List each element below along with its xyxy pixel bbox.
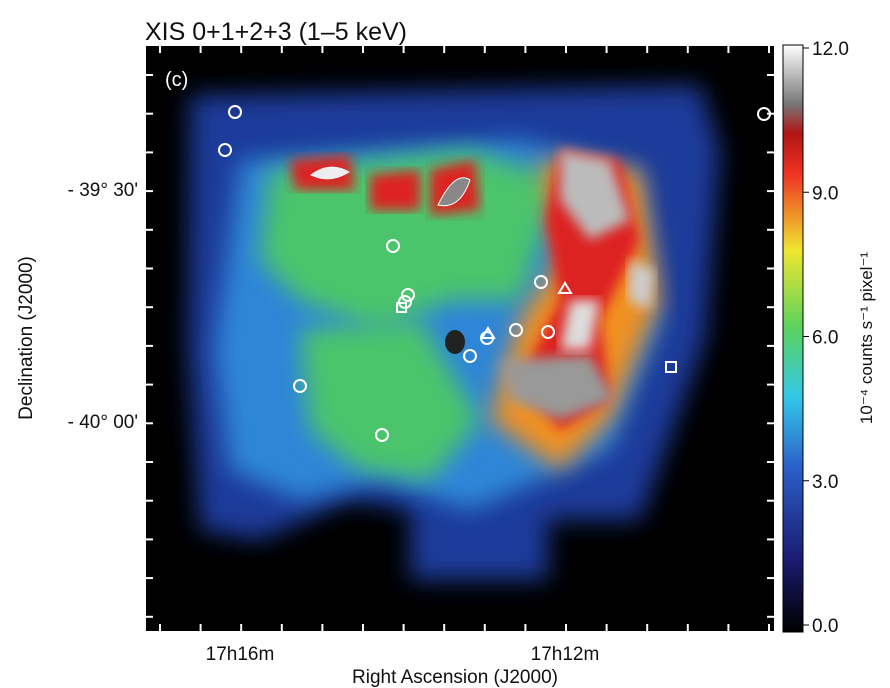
colorbar-tick-label: 3.0	[812, 472, 838, 493]
colorbar-tick-label: 0.0	[812, 616, 838, 637]
x-tick-label: 17h12m	[531, 644, 600, 665]
colorbar-tick-label: 9.0	[812, 183, 838, 204]
title: XIS 0+1+2+3 (1–5 keV)	[145, 18, 407, 46]
x-tick-label: 17h16m	[206, 644, 275, 665]
y-tick-label: - 40° 00'	[68, 412, 138, 433]
y-axis-label: Declination (J2000)	[16, 256, 37, 420]
x-axis-label: Right Ascension (J2000)	[352, 667, 558, 688]
panel-label: (c)	[165, 69, 188, 91]
y-tick-label: - 39° 30'	[68, 180, 138, 201]
colorbar	[783, 45, 803, 632]
xray-image	[145, 45, 775, 632]
colorbar-tick-label: 12.0	[812, 39, 849, 60]
figure: XIS 0+1+2+3 (1–5 keV) (c) - 39° 30'	[0, 0, 890, 688]
colorbar-label: 10⁻⁴ counts s⁻¹ pixel⁻¹	[857, 252, 876, 425]
colorbar-tick-label: 6.0	[812, 328, 838, 349]
